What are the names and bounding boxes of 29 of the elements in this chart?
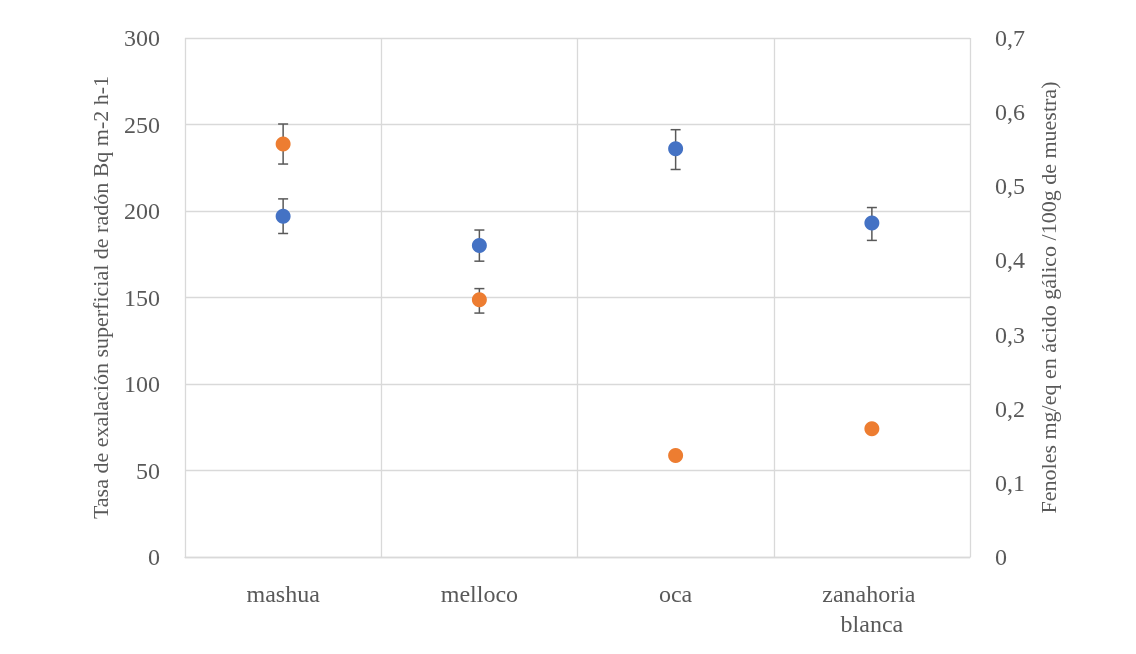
y2-tick-label: 0 [995, 544, 1007, 570]
y-tick-label: 0 [148, 544, 160, 570]
y-axis-title: Tasa de exalación superficial de radón Bq m-2 h-1 [87, 75, 113, 520]
y2-tick-label: 0,6 [995, 99, 1025, 126]
y2-tick-label: 0,1 [995, 469, 1025, 496]
y-tick-label: 100 [124, 371, 160, 397]
point [668, 447, 684, 463]
y2-tick-label: 0,3 [995, 321, 1025, 348]
point [471, 292, 487, 308]
point [864, 215, 880, 231]
point [275, 136, 291, 152]
y-tick-label: 300 [124, 25, 160, 51]
point [864, 421, 880, 437]
point [471, 238, 487, 254]
x-tick-label: mashua [246, 581, 321, 607]
y-tick-label: 200 [124, 198, 160, 224]
y2-axis-title: Fenoles mg/eq en ácido gálico /100g de muestra) [1036, 81, 1062, 514]
y-tick-label: 150 [124, 284, 160, 311]
y2-tick-label: 0,5 [995, 173, 1025, 200]
y2-tick-label: 0,7 [995, 25, 1025, 51]
y2-tick-label: 0,2 [995, 395, 1025, 422]
y-tick-label: 50 [136, 457, 160, 484]
point [668, 141, 684, 157]
x-tick-label: zanahoria blanca [822, 581, 922, 637]
y2-tick-label: 0,4 [995, 247, 1025, 274]
x-tick-label: melloco [440, 581, 519, 607]
point [275, 208, 291, 224]
x-tick-label: oca [658, 581, 693, 607]
y-tick-label: 250 [124, 111, 160, 138]
